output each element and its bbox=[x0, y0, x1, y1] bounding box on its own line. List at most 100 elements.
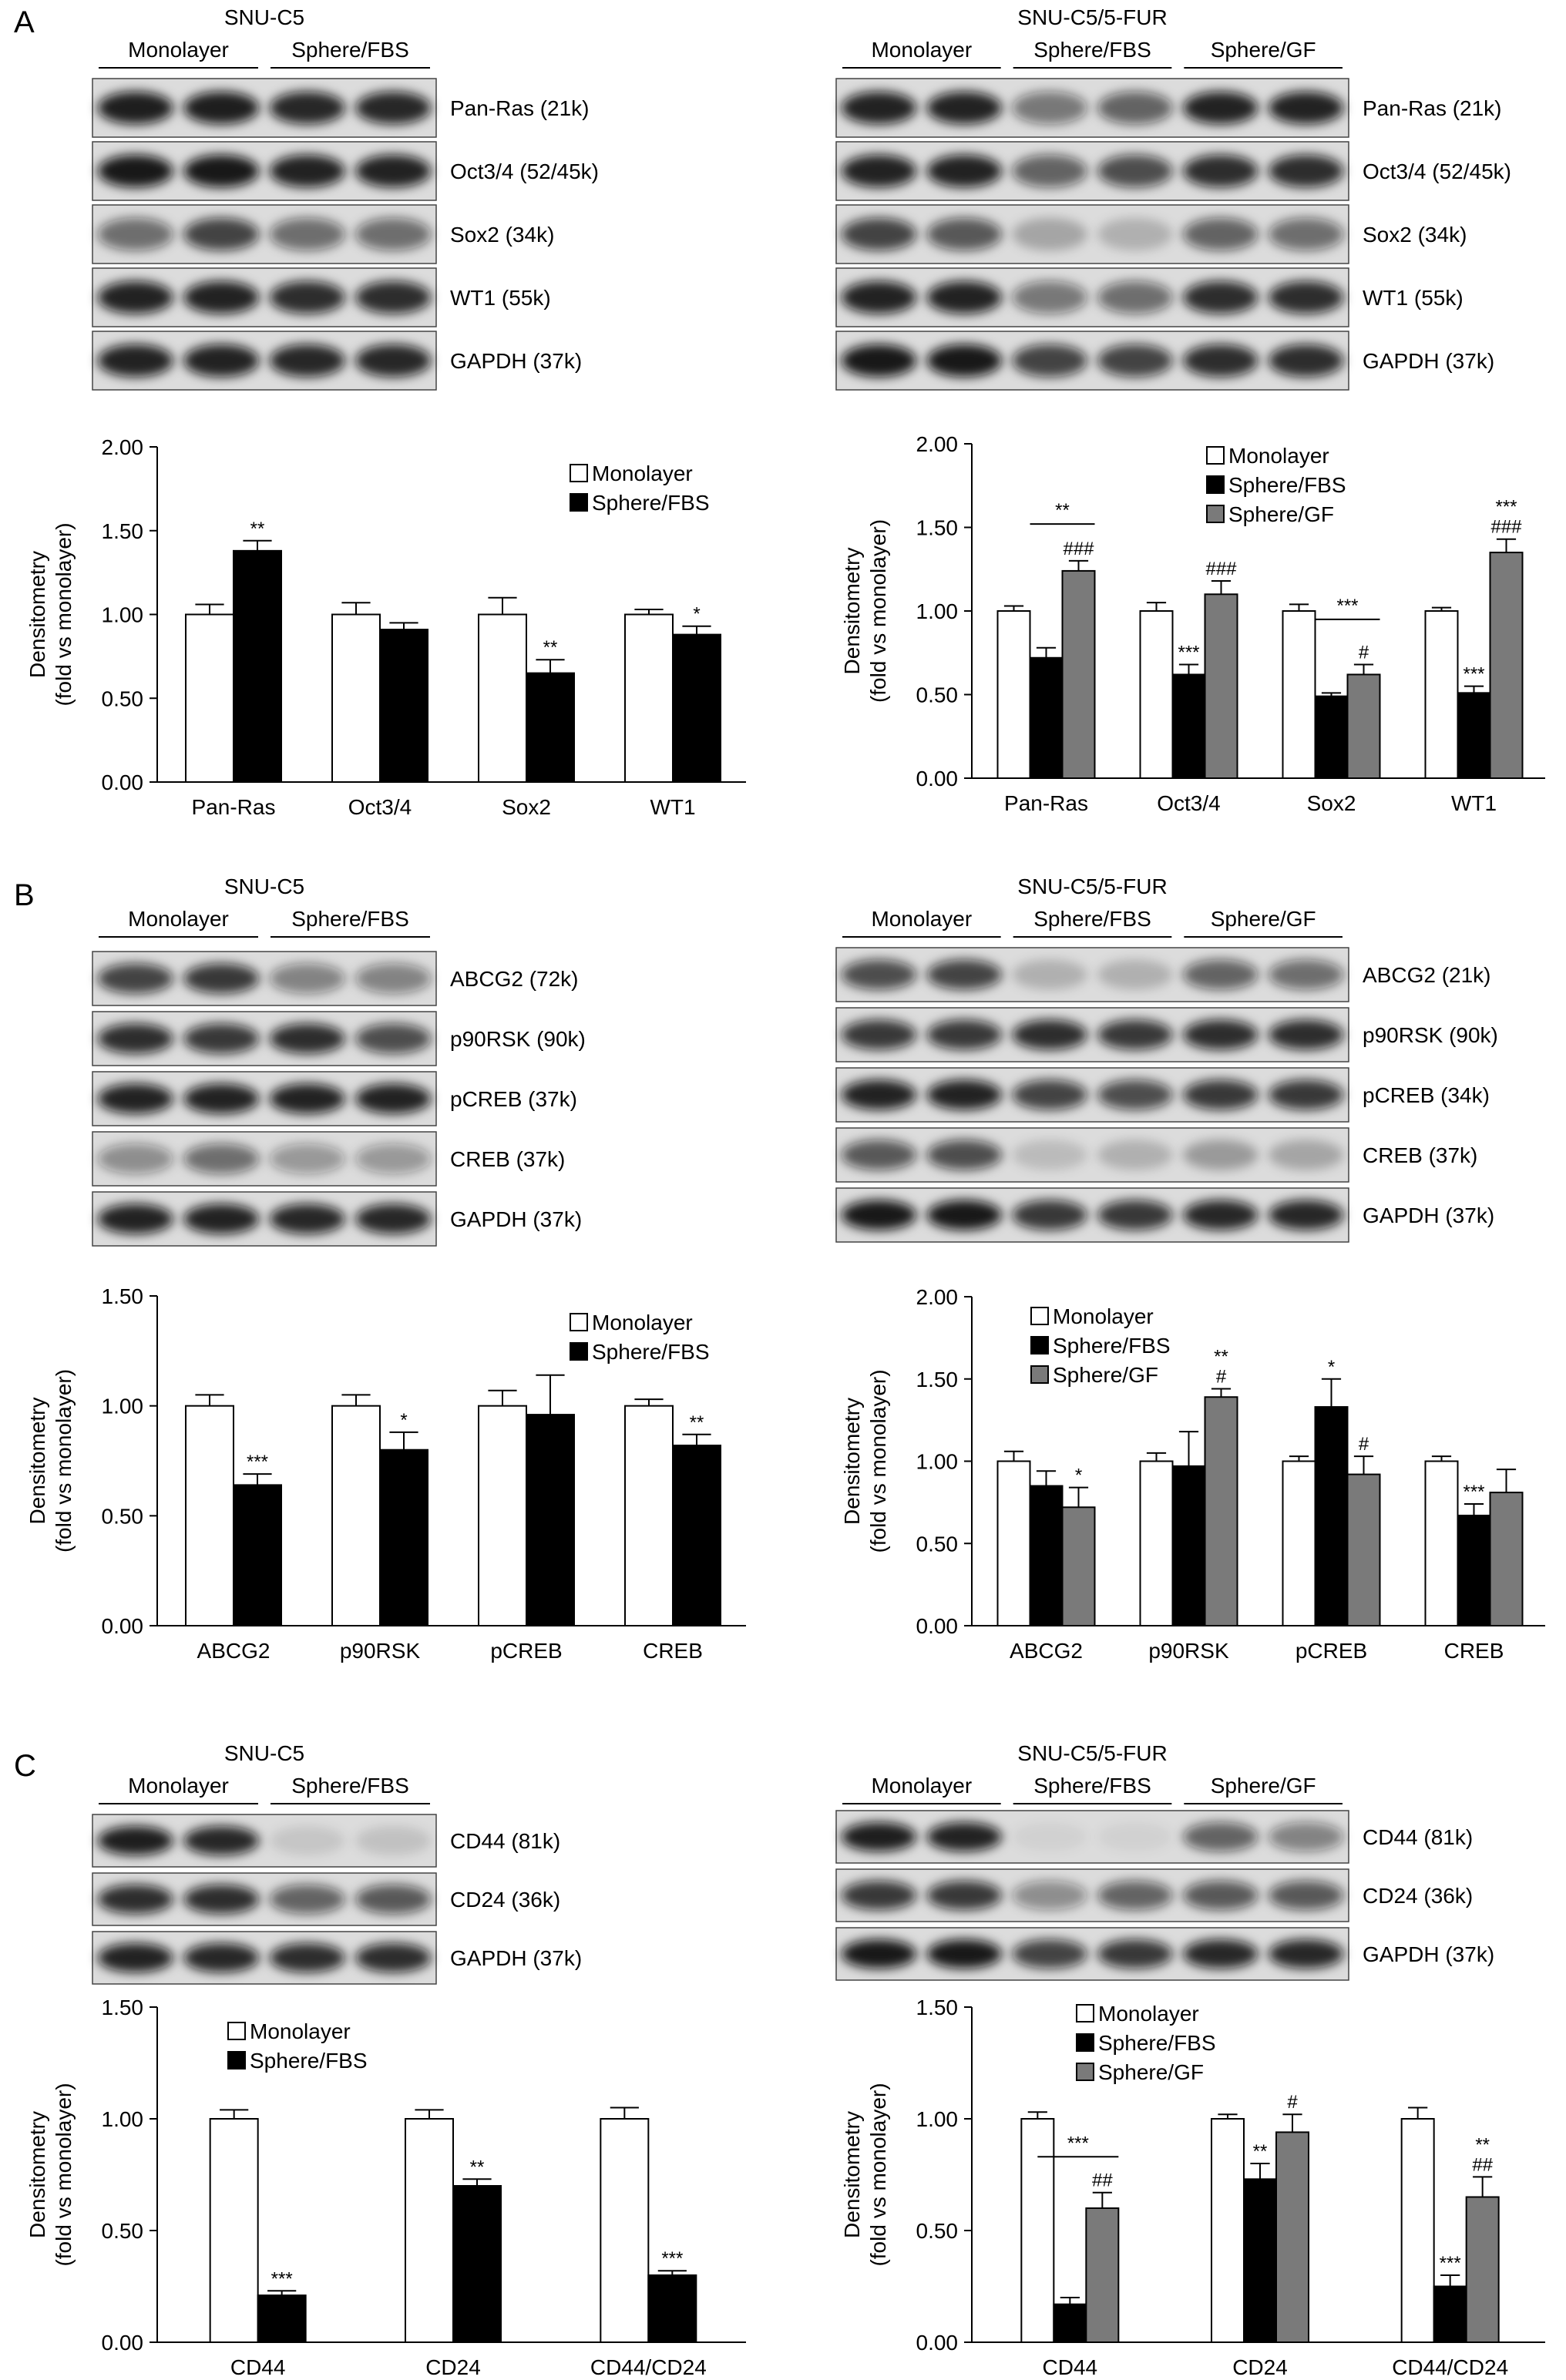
blot-band bbox=[1012, 1821, 1087, 1852]
western-blot: SNU-C5/5-FUR Monolayer Sphere/FBS Sphere/GF… bbox=[835, 874, 1498, 1243]
blot-band bbox=[355, 1143, 432, 1174]
bar-chart: 0.00 0.50 1.00 1.50 Densitometry (fold vs mon… bbox=[25, 1996, 746, 2379]
y-tick-label: 1.50 bbox=[102, 1996, 144, 2019]
bar bbox=[1433, 2285, 1467, 2343]
blot-band bbox=[355, 344, 432, 378]
blot-band bbox=[1012, 1079, 1087, 1110]
band-label: Oct3/4 (52/45k) bbox=[1363, 159, 1511, 183]
bar bbox=[672, 1445, 721, 1626]
blot-band bbox=[1097, 1079, 1173, 1110]
significance-mark: ### bbox=[1490, 517, 1522, 538]
legend-swatch bbox=[1076, 2063, 1094, 2081]
bar bbox=[1424, 1460, 1459, 1626]
bar bbox=[257, 2294, 307, 2344]
y-axis-title: Densitometry bbox=[25, 1398, 49, 1525]
blot-band bbox=[97, 963, 173, 994]
significance-mark: * bbox=[693, 604, 700, 625]
bar bbox=[1029, 656, 1064, 780]
y-axis-title: (fold vs monolayer) bbox=[866, 1369, 890, 1553]
bar bbox=[1243, 2178, 1277, 2344]
blot-band bbox=[926, 154, 1003, 188]
y-axis-title: (fold vs monolayer) bbox=[866, 519, 890, 703]
y-tick-label: 1.00 bbox=[102, 603, 144, 627]
western-blot: SNU-C5/5-FUR Monolayer Sphere/FBS Sphere/GF… bbox=[835, 1741, 1494, 1981]
y-tick-label: 1.00 bbox=[916, 1450, 959, 1474]
group-label: Monolayer bbox=[128, 907, 229, 931]
band-label: GAPDH (37k) bbox=[1363, 349, 1494, 373]
bar bbox=[672, 633, 721, 783]
blot-band bbox=[1268, 154, 1344, 188]
x-tick-label: p90RSK bbox=[340, 1639, 421, 1663]
y-tick-label: 0.50 bbox=[916, 683, 959, 707]
blot-band bbox=[1268, 91, 1344, 125]
blot-strip bbox=[835, 1927, 1349, 1981]
y-tick-label: 0.50 bbox=[916, 1532, 959, 1556]
blot-band bbox=[841, 91, 917, 125]
blot-band bbox=[926, 1079, 1003, 1110]
legend-swatch bbox=[1076, 2004, 1094, 2022]
group-label: Sphere/GF bbox=[1211, 1774, 1316, 1798]
band-label: Pan-Ras (21k) bbox=[450, 96, 590, 120]
x-tick-label: Oct3/4 bbox=[348, 795, 412, 819]
blot-strip bbox=[835, 78, 1349, 138]
y-tick-label: 2.00 bbox=[916, 432, 959, 456]
legend-swatch bbox=[1076, 2033, 1094, 2052]
y-tick-label: 0.00 bbox=[916, 1614, 959, 1638]
bar bbox=[624, 1405, 674, 1626]
significance-mark: # bbox=[1287, 2092, 1298, 2113]
blot-band bbox=[269, 1083, 345, 1114]
group-label: Sphere/FBS bbox=[291, 38, 409, 62]
blot-band bbox=[1012, 280, 1087, 314]
x-tick-label: Oct3/4 bbox=[1157, 791, 1220, 815]
y-tick-label: 1.50 bbox=[916, 1996, 959, 2019]
bar bbox=[1489, 552, 1524, 779]
x-tick-label: CD44/CD24 bbox=[590, 2355, 707, 2379]
blot-band bbox=[97, 280, 173, 314]
bar bbox=[331, 1405, 381, 1626]
bar-chart: 0.00 0.50 1.00 1.50 Densitometry (fold vs mon… bbox=[25, 1284, 746, 1663]
group-label: Monolayer bbox=[871, 1774, 972, 1798]
blot-band bbox=[1182, 1019, 1259, 1050]
significance-mark: ** bbox=[250, 519, 265, 539]
significance-mark: # bbox=[1216, 1367, 1227, 1388]
blot-band bbox=[97, 1203, 173, 1234]
bar bbox=[1139, 610, 1174, 779]
band-label: pCREB (34k) bbox=[1363, 1083, 1490, 1107]
blot-band bbox=[269, 280, 345, 314]
blot-band bbox=[183, 1942, 260, 1973]
blot-band bbox=[841, 1821, 917, 1852]
bracket-label: ** bbox=[1055, 500, 1070, 521]
blot-band bbox=[841, 1019, 917, 1050]
blot-band bbox=[1268, 217, 1344, 251]
bar bbox=[452, 2185, 502, 2343]
blot-band bbox=[841, 1880, 917, 1911]
blot-band bbox=[183, 217, 260, 251]
bar bbox=[1139, 1460, 1174, 1626]
blot-band bbox=[97, 1942, 173, 1973]
blot-band bbox=[1182, 959, 1259, 990]
blot-band bbox=[269, 1825, 345, 1856]
blot-band bbox=[841, 959, 917, 990]
blot-band bbox=[269, 963, 345, 994]
group-label: Sphere/GF bbox=[1211, 38, 1316, 62]
legend-label: Sphere/FBS bbox=[1053, 1334, 1171, 1358]
blot-band bbox=[355, 1942, 432, 1973]
bar bbox=[526, 672, 575, 783]
bar bbox=[600, 2118, 650, 2343]
blot-strip bbox=[835, 141, 1349, 201]
blot-band bbox=[1097, 1880, 1173, 1911]
cell-line-label: SNU-C5/5-FUR bbox=[1017, 1741, 1167, 1765]
band-label: Sox2 (34k) bbox=[450, 223, 554, 247]
bar bbox=[1465, 2196, 1500, 2343]
panel-letter: A bbox=[14, 5, 35, 39]
legend-swatch bbox=[227, 2022, 246, 2040]
blot-band bbox=[926, 344, 1003, 378]
significance-mark: *** bbox=[271, 2268, 293, 2289]
western-blot: SNU-C5 Monolayer Sphere/FBS ABCG2 (72k) p90R… bbox=[92, 874, 586, 1247]
x-tick-label: CD24 bbox=[1232, 2355, 1288, 2379]
bar bbox=[1346, 1473, 1381, 1626]
y-axis-title: Densitometry bbox=[25, 2111, 49, 2238]
bar bbox=[996, 1460, 1031, 1626]
significance-mark: *** bbox=[1495, 497, 1517, 518]
blot-band bbox=[183, 344, 260, 378]
